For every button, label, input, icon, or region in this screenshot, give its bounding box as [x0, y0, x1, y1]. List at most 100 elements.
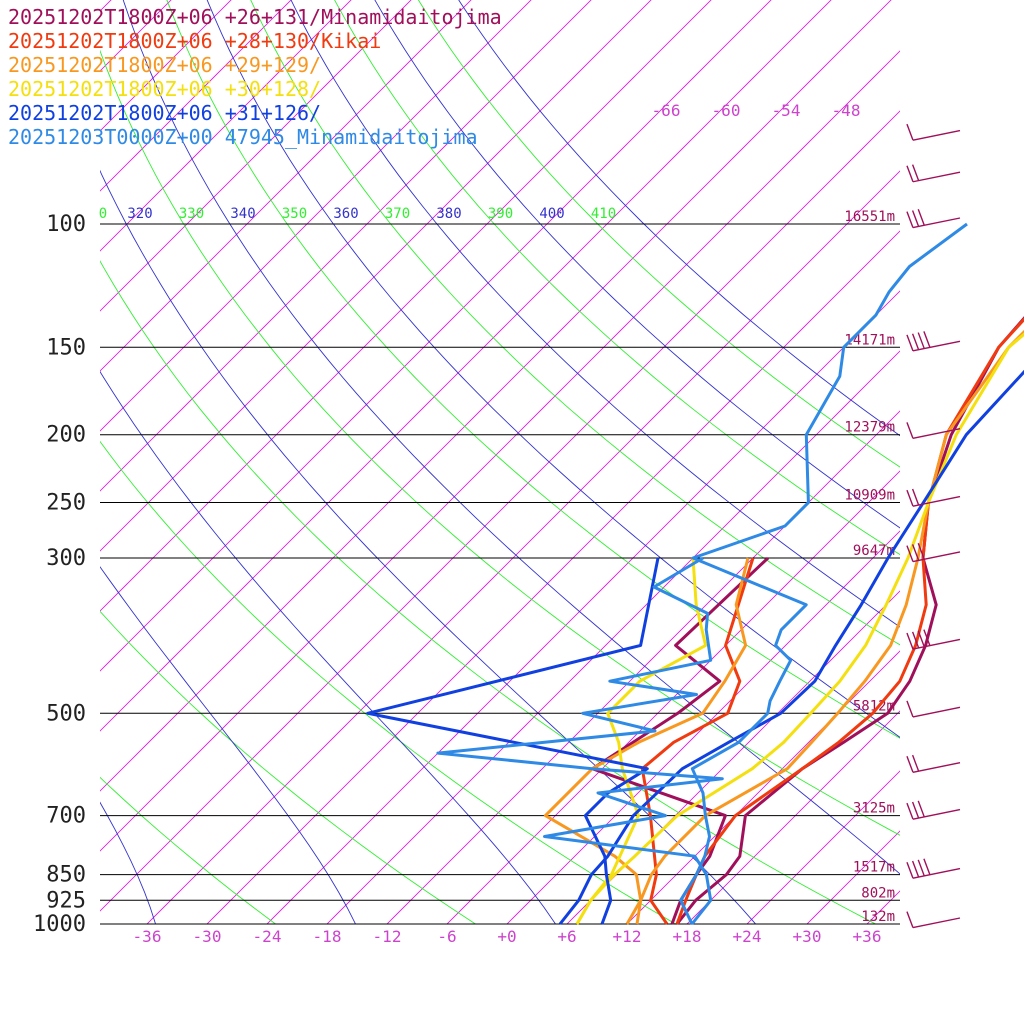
wind-barb-feather	[911, 754, 920, 772]
isotherm-line	[806, 830, 900, 924]
height-label-100: 16551m	[844, 209, 895, 225]
theta-label-340: 340	[230, 206, 255, 222]
series-5-temperature-line	[679, 222, 968, 925]
theta-label-360: 360	[333, 206, 358, 222]
wind-barb-600	[906, 754, 961, 773]
isotherm-label--48: -48	[832, 101, 861, 120]
wind-barb-feather	[911, 210, 920, 227]
isotherm-line	[686, 710, 900, 924]
isotherm-line	[100, 0, 832, 732]
theta-labels: 0 320 330 340 350 360 370 380 390 400 410	[99, 206, 616, 222]
isotherm-grid	[100, 0, 1024, 939]
isotherm-line	[746, 770, 900, 924]
wind-barb-feather	[906, 211, 914, 228]
wind-barb-feather	[917, 800, 925, 818]
x-tick-label--6: -6	[437, 927, 456, 946]
adiabat-grid	[100, 0, 900, 924]
wind-barb-staff	[912, 171, 961, 183]
wind-barb-feather	[923, 331, 931, 348]
pressure-label-300: 300	[46, 546, 86, 571]
wind-barb-staff	[912, 706, 961, 718]
wind-barb-feather	[906, 911, 914, 928]
isotherm-label--66: -66	[652, 101, 681, 120]
wind-barb-top	[906, 123, 961, 141]
legend-entry-5: 20251203T0000Z+00 47945_Minamidaitojima	[8, 125, 478, 149]
theta-label-400: 400	[539, 206, 564, 222]
isotherm-line	[100, 0, 712, 612]
isotherm-line	[100, 0, 892, 792]
wind-barb-staff	[912, 340, 961, 352]
isotherm-line	[566, 590, 900, 924]
height-label-250: 10909m	[844, 488, 895, 504]
pressure-label-925: 925	[46, 888, 86, 913]
isentrope-line	[166, 0, 900, 739]
height-label-300: 9647m	[853, 543, 895, 559]
series-5-dewpoint-line	[436, 556, 724, 925]
isentrope-line	[100, 49, 900, 836]
wind-barb-staff	[912, 551, 961, 563]
pressure-label-150: 150	[46, 335, 86, 360]
series-4-temperature-line	[558, 369, 1024, 925]
wind-barb-200	[906, 422, 961, 440]
equivalent-isentrope-line	[206, 0, 900, 738]
legend-entry-1: 20251202T1800Z+06 +28+130/Kikai	[8, 29, 381, 53]
legend-entry-2: 20251202T1800Z+06 +29+129/	[8, 53, 321, 77]
height-label-150: 14171m	[844, 332, 895, 348]
theta-label-390: 390	[488, 206, 513, 222]
wind-barb-100	[906, 209, 961, 229]
isotherm-line	[386, 410, 900, 924]
wind-barb-feather	[917, 332, 925, 349]
x-tick-label--30: -30	[193, 927, 222, 946]
wind-barb-feather	[906, 545, 914, 562]
height-label-500: 5812m	[853, 698, 895, 714]
isotherm-line	[972, 0, 1024, 939]
wind-barb-staff	[912, 867, 961, 879]
wind-barb-feather	[911, 333, 920, 350]
wind-barb-feather	[911, 801, 920, 819]
x-tick-label-+6: +6	[557, 927, 576, 946]
pressure-grid: 100 16551m 150 14171m 200 12379m 250 10909m 300 9…	[33, 209, 900, 937]
isentrope-line	[100, 440, 677, 924]
isotherm-line	[326, 350, 900, 924]
x-axis-ticks: -36 -30 -24 -18 -12 -6 +0 +6 +12 +18 +24 +30 +36	[133, 927, 882, 946]
wind-barb-feather	[906, 756, 914, 773]
wind-barb-85	[906, 164, 961, 183]
isotherm-label--60: -60	[712, 101, 741, 120]
wind-barb-700	[906, 800, 961, 820]
isotherm-line	[100, 50, 900, 852]
wind-barb-feather	[923, 858, 931, 875]
isentrope-line	[250, 0, 900, 646]
legend-entry-3: 20251202T1800Z+06 +30+128/	[8, 77, 321, 101]
legend: 20251202T1800Z+06 +26+131/Minamidaitojim…	[8, 5, 502, 149]
theta-label-320: 320	[127, 206, 152, 222]
wind-barb-400	[906, 629, 961, 650]
wind-barb-feather	[917, 859, 925, 877]
wind-barb-feather	[906, 700, 914, 718]
wind-barb-feather	[906, 802, 914, 820]
x-tick-label-+12: +12	[613, 927, 642, 946]
theta-label-370: 370	[385, 206, 410, 222]
x-tick-label-+18: +18	[673, 927, 702, 946]
height-label-700: 3125m	[853, 801, 895, 817]
x-tick-label-+24: +24	[733, 927, 762, 946]
wind-barb-feather	[906, 861, 914, 879]
wind-barb-feather	[917, 543, 925, 560]
pressure-label-1000: 1000	[33, 912, 86, 937]
series-1-dewpoint-line	[640, 557, 755, 925]
wind-barb-feather	[911, 631, 920, 649]
theta-label-410: 410	[591, 206, 616, 222]
isotherm-line	[506, 530, 900, 924]
wind-barb-feather	[923, 629, 931, 646]
wind-barb-feather	[906, 632, 914, 650]
height-label-850: 1517m	[853, 860, 895, 876]
x-tick-label-+0: +0	[497, 927, 516, 946]
wind-barb-feather	[906, 123, 914, 141]
wind-barb-staff	[912, 638, 961, 650]
x-tick-label--24: -24	[253, 927, 282, 946]
isentrope-line	[100, 260, 877, 924]
wind-barb-850	[906, 858, 961, 879]
height-label-925: 802m	[861, 885, 895, 901]
theta-label-350: 350	[282, 206, 307, 222]
equivalent-isentrope-line	[100, 566, 356, 924]
isotherm-line	[446, 470, 900, 924]
